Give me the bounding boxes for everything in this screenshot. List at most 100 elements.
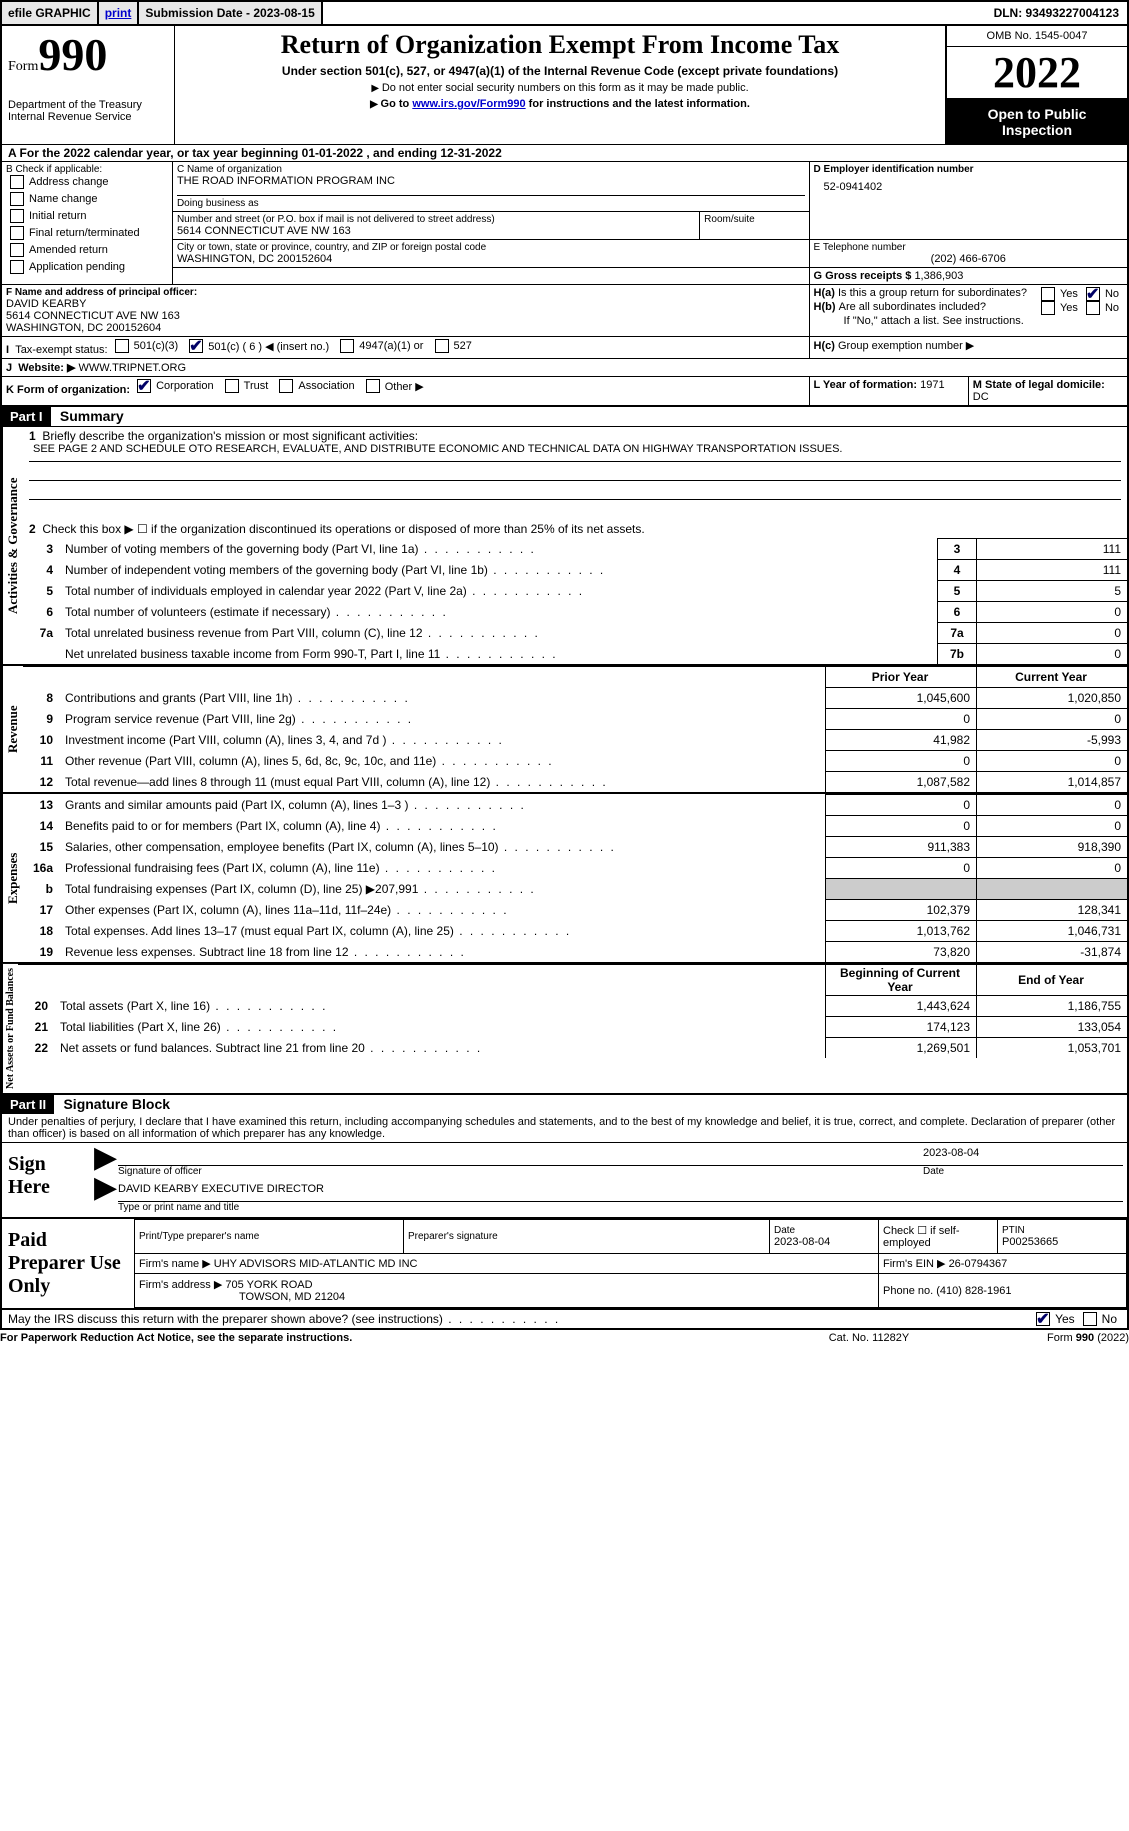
officer-name: DAVID KEARBY — [6, 298, 805, 310]
title-box: Return of Organization Exempt From Incom… — [175, 26, 945, 144]
h-a-yes[interactable]: Yes — [1041, 287, 1078, 301]
part1-header: Part I — [2, 407, 51, 426]
org-name: THE ROAD INFORMATION PROGRAM INC — [177, 175, 805, 187]
h-a-no[interactable]: No — [1086, 287, 1119, 301]
dept-treasury: Department of the Treasury — [8, 99, 168, 111]
phone-value: (202) 466-6706 — [814, 253, 1123, 265]
city-label: City or town, state or province, country… — [177, 242, 805, 253]
chk-trust[interactable]: Trust — [225, 379, 269, 393]
subtitle-1: Under section 501(c), 527, or 4947(a)(1)… — [175, 60, 945, 78]
domicile-value: DC — [973, 391, 989, 403]
efile-label: efile GRAPHIC — [2, 2, 99, 24]
chk-corp[interactable]: Corporation — [137, 379, 213, 393]
sign-here-label: Sign Here — [2, 1143, 94, 1217]
cat-no: Cat. No. 11282Y — [769, 1332, 969, 1344]
pp-self-employed[interactable]: Check ☐ if self-employed — [879, 1219, 998, 1253]
sign-arrow-icon: ▶▶ — [94, 1143, 114, 1217]
domicile-label: M State of legal domicile: — [973, 379, 1105, 391]
pp-date: 2023-08-04 — [774, 1236, 830, 1248]
chk-527[interactable]: 527 — [435, 339, 472, 353]
officer-addr2: WASHINGTON, DC 200152604 — [6, 322, 805, 334]
firm-addr-label: Firm's address ▶ — [139, 1279, 222, 1291]
tab-netassets: Net Assets or Fund Balances — [2, 964, 18, 1093]
h-b-yes[interactable]: Yes — [1041, 301, 1078, 315]
chk-amended[interactable]: Amended return — [10, 243, 108, 257]
firm-addr2: TOWSON, MD 21204 — [139, 1291, 345, 1303]
entity-info-table: B Check if applicable: Address change Na… — [0, 161, 1129, 407]
part1-title: Summary — [54, 408, 124, 424]
firm-phone: (410) 828-1961 — [936, 1285, 1011, 1297]
open-to-public: Open to Public Inspection — [947, 100, 1127, 144]
chk-501c[interactable]: 501(c) ( 6 ) ◀ (insert no.) — [189, 339, 329, 353]
chk-name-change[interactable]: Name change — [10, 192, 98, 206]
firm-ein: 26-0794367 — [949, 1258, 1008, 1270]
dln: DLN: 93493227004123 — [988, 2, 1127, 24]
may-discuss-row: May the IRS discuss this return with the… — [0, 1310, 1129, 1330]
firm-ein-label: Firm's EIN ▶ — [883, 1258, 946, 1270]
lines-netassets: Beginning of Current YearEnd of Year20To… — [18, 964, 1127, 1058]
room-label: Room/suite — [704, 214, 804, 225]
addr-value: 5614 CONNECTICUT AVE NW 163 — [177, 225, 695, 237]
sig-date-label: Date — [923, 1166, 1123, 1177]
ptin-value: P00253665 — [1002, 1236, 1058, 1248]
firm-name: UHY ADVISORS MID-ATLANTIC MD INC — [214, 1258, 418, 1270]
discuss-yes[interactable]: Yes — [1036, 1312, 1075, 1326]
chk-app-pending[interactable]: Application pending — [10, 260, 125, 274]
chk-other[interactable]: Other ▶ — [366, 379, 424, 393]
lines-activities: 3Number of voting members of the governi… — [23, 538, 1127, 664]
officer-addr1: 5614 CONNECTICUT AVE NW 163 — [6, 310, 805, 322]
city-value: WASHINGTON, DC 200152604 — [177, 253, 805, 265]
tab-expenses: Expenses — [2, 794, 23, 962]
h-b-no[interactable]: No — [1086, 301, 1119, 315]
ein-label: D Employer identification number — [814, 164, 974, 175]
subtitle-3: Go to www.irs.gov/Form990 for instructio… — [175, 94, 945, 110]
chk-initial-return[interactable]: Initial return — [10, 209, 86, 223]
perjury-declaration: Under penalties of perjury, I declare th… — [2, 1114, 1127, 1143]
firm-name-label: Firm's name ▶ — [139, 1258, 211, 1270]
tab-revenue: Revenue — [2, 666, 23, 792]
officer-name-title: DAVID KEARBY EXECUTIVE DIRECTOR — [118, 1183, 1123, 1202]
firm-addr1: 705 YORK ROAD — [225, 1279, 312, 1291]
pra-notice: For Paperwork Reduction Act Notice, see … — [0, 1332, 769, 1344]
firm-phone-label: Phone no. — [883, 1285, 933, 1297]
website-value: WWW.TRIPNET.ORG — [78, 362, 186, 374]
paid-preparer-table: Print/Type preparer's name Preparer's si… — [134, 1219, 1127, 1308]
paid-preparer-label: Paid Preparer Use Only — [2, 1219, 134, 1308]
discuss-no[interactable]: No — [1083, 1312, 1117, 1326]
part2-title: Signature Block — [57, 1096, 170, 1112]
h-c-label: Group exemption number ▶ — [838, 340, 974, 352]
form-org-label: K Form of organization: — [6, 384, 130, 396]
irs-link[interactable]: www.irs.gov/Form990 — [412, 98, 525, 110]
part2-header: Part II — [2, 1095, 54, 1114]
ein-value: 52-0941402 — [814, 175, 1123, 203]
pp-sig-label: Preparer's signature — [408, 1231, 765, 1242]
tab-activities: Activities & Governance — [2, 427, 23, 664]
pp-name-label: Print/Type preparer's name — [139, 1231, 399, 1242]
chk-501c3[interactable]: 501(c)(3) — [115, 339, 179, 353]
gross-label: G Gross receipts $ — [814, 270, 912, 282]
omb-number: OMB No. 1545-0047 — [947, 26, 1127, 47]
line2-text: Check this box ▶ ☐ if the organization d… — [42, 522, 644, 536]
name-title-label: Type or print name and title — [118, 1202, 1123, 1213]
year-form-value: 1971 — [920, 379, 944, 391]
mission-text: SEE PAGE 2 AND SCHEDULE OTO RESEARCH, EV… — [29, 443, 1121, 462]
chk-assoc[interactable]: Association — [279, 379, 354, 393]
tax-year: 2022 — [947, 47, 1127, 100]
gross-value: 1,386,903 — [914, 270, 963, 282]
pp-date-label: Date — [774, 1225, 795, 1236]
h-a-label: Is this a group return for subordinates? — [838, 287, 1037, 301]
print-button[interactable]: print — [99, 2, 140, 24]
form-title: Return of Organization Exempt From Incom… — [175, 26, 945, 60]
officer-label: F Name and address of principal officer: — [6, 287, 197, 298]
mission-label: Briefly describe the organization's miss… — [42, 429, 418, 443]
h-b-label: Are all subordinates included? — [839, 301, 1037, 315]
box-b-title: B Check if applicable: — [6, 164, 168, 175]
irs-label: Internal Revenue Service — [8, 111, 168, 123]
chk-4947[interactable]: 4947(a)(1) or — [340, 339, 423, 353]
tax-status-label: Tax-exempt status: — [15, 344, 107, 356]
chk-address-change[interactable]: Address change — [10, 175, 109, 189]
org-name-label: C Name of organization — [177, 164, 805, 175]
sig-officer-label: Signature of officer — [118, 1166, 923, 1177]
lines-revenue: Prior YearCurrent Year8Contributions and… — [23, 666, 1127, 792]
chk-final-return[interactable]: Final return/terminated — [10, 226, 140, 240]
